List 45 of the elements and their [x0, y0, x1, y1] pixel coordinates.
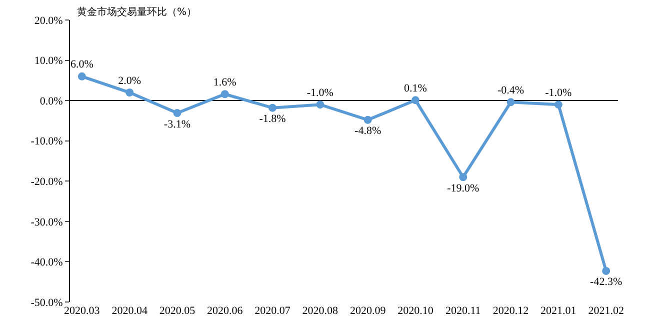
x-tick-label: 2020.04 — [112, 305, 148, 317]
point — [220, 90, 229, 98]
x-tick-label: 2020.10 — [398, 305, 434, 317]
point — [411, 96, 420, 104]
data-label: -0.4% — [497, 84, 524, 96]
point — [459, 173, 468, 182]
point — [506, 98, 515, 106]
point — [173, 109, 182, 118]
data-label: -1.8% — [259, 113, 286, 126]
x-tick-label: 2020.07 — [254, 305, 291, 317]
point — [126, 88, 134, 97]
data-label: -1.0% — [545, 86, 572, 99]
x-tick-label: 2020.03 — [64, 305, 100, 317]
data-label: 6.0% — [70, 58, 94, 71]
x-tick-label: 2021.02 — [588, 305, 624, 317]
x-tick-label: 2021.01 — [540, 305, 576, 317]
chart-title: 黄金市场交易量环比（%） — [77, 6, 197, 18]
x-tick-label: 2020.08 — [302, 305, 339, 317]
data-label: -19.0% — [447, 182, 480, 194]
point — [78, 72, 86, 80]
data-label: 0.1% — [404, 82, 427, 94]
x-tick-label: 2020.11 — [445, 305, 481, 317]
y-tick-label: -40.0% — [30, 256, 63, 269]
y-tick-label: -10.0% — [30, 136, 63, 148]
y-tick-label: -30.0% — [30, 216, 63, 228]
point — [316, 100, 324, 109]
data-label: 2.0% — [118, 74, 142, 87]
y-tick-label: 10.0% — [34, 55, 63, 68]
data-label: 1.6% — [213, 76, 236, 88]
data-label: -42.3% — [590, 276, 622, 288]
data-label: -3.1% — [164, 118, 191, 130]
point — [554, 100, 562, 109]
x-tick-label: 2020.06 — [206, 305, 244, 317]
data-label: -4.8% — [354, 125, 382, 138]
x-tick-label: 2020.12 — [492, 305, 529, 317]
x-tick-label: 2020.05 — [159, 305, 196, 317]
point — [268, 104, 277, 112]
y-tick-label: 20.0% — [34, 14, 63, 27]
y-tick-label: -20.0% — [30, 176, 63, 188]
point — [602, 266, 610, 275]
data-label: -1.0% — [306, 86, 334, 99]
y-tick-label: 0.0% — [40, 95, 63, 108]
y-tick-label: -50.0% — [30, 296, 63, 309]
point — [364, 116, 372, 124]
x-tick-label: 2020.09 — [350, 305, 386, 317]
